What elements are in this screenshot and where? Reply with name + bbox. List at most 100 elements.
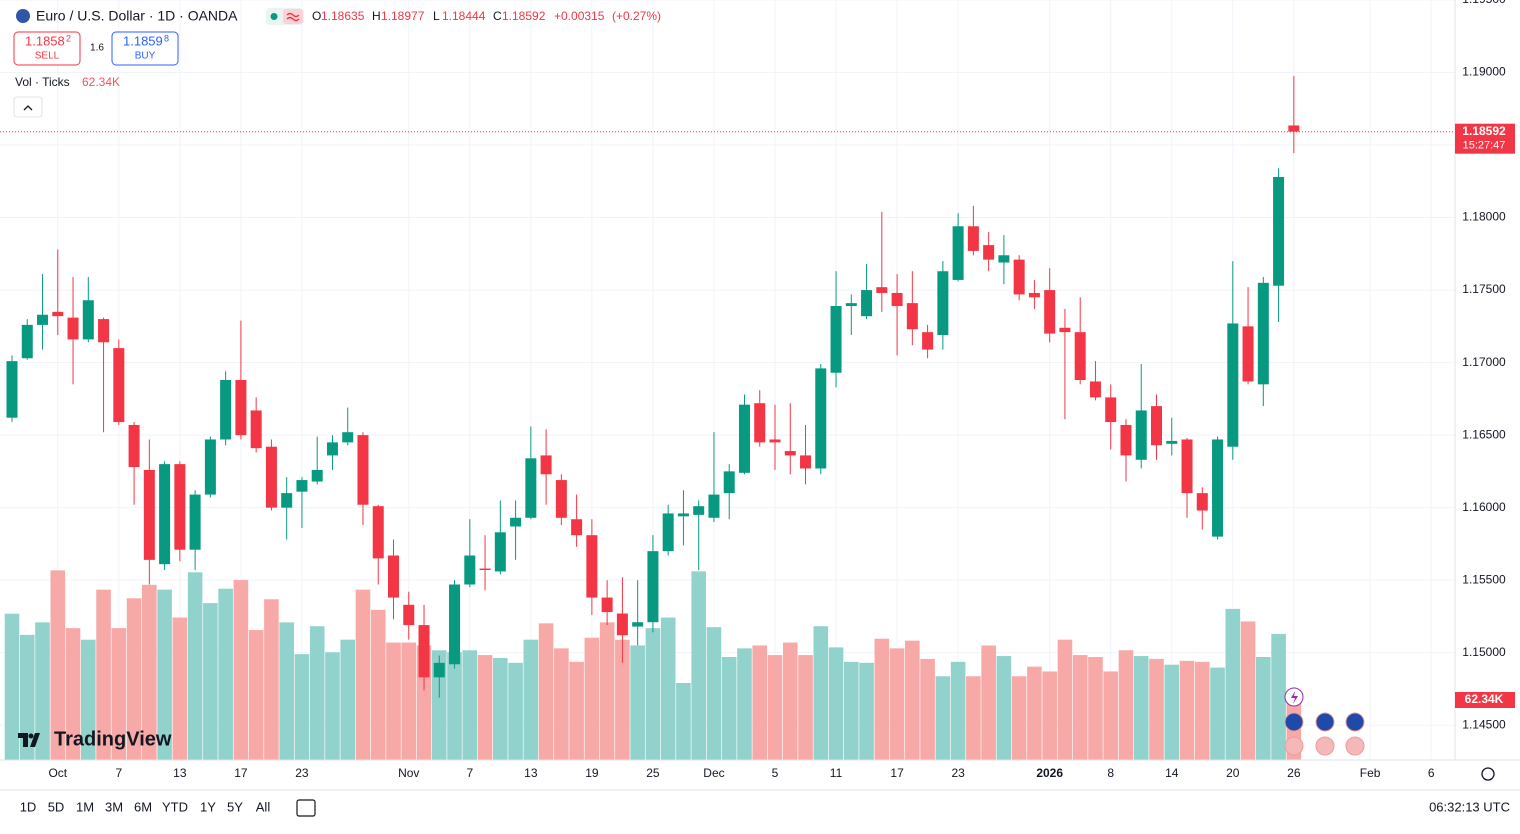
x-tick-label: Dec bbox=[703, 766, 724, 780]
volume-bar bbox=[157, 589, 172, 760]
event-icon[interactable] bbox=[1345, 736, 1365, 756]
range-button[interactable]: All bbox=[256, 799, 271, 814]
candle-body bbox=[128, 424, 140, 468]
candles bbox=[0, 75, 1455, 698]
candle-body bbox=[174, 464, 186, 550]
candle-body bbox=[204, 439, 216, 495]
range-button[interactable]: 1M bbox=[76, 799, 94, 814]
candle-body bbox=[510, 517, 522, 527]
logo-text: TradingView bbox=[54, 728, 172, 750]
x-tick-label: 20 bbox=[1226, 766, 1240, 780]
volume-bar bbox=[401, 642, 417, 760]
range-button[interactable]: YTD bbox=[162, 799, 188, 814]
candle-body bbox=[342, 432, 354, 443]
x-tick-label: 23 bbox=[951, 766, 965, 780]
x-tick-label: 25 bbox=[646, 766, 660, 780]
volume-bar bbox=[172, 617, 188, 760]
volume-bar bbox=[676, 683, 691, 760]
volume-title: Vol · Ticks bbox=[15, 75, 70, 89]
event-icon[interactable] bbox=[1284, 712, 1304, 732]
candle-body bbox=[967, 226, 979, 251]
range-button[interactable]: 3M bbox=[105, 799, 123, 814]
event-icon[interactable] bbox=[1315, 736, 1335, 756]
y-tick-label: 1.16500 bbox=[1462, 427, 1506, 441]
change-value: +0.00315 bbox=[554, 9, 605, 23]
candle-body bbox=[1074, 332, 1086, 380]
volume-bar bbox=[370, 609, 386, 760]
candle-body bbox=[769, 439, 781, 443]
ohlc-key: L bbox=[433, 9, 440, 23]
volume-bar bbox=[874, 638, 890, 760]
event-icon[interactable] bbox=[1345, 712, 1365, 732]
candle-body bbox=[494, 532, 506, 572]
volume-bar bbox=[645, 628, 661, 760]
sell-price: 1.1858 bbox=[25, 33, 65, 48]
volume-bar bbox=[584, 637, 600, 760]
buy-pip: 8 bbox=[164, 33, 169, 43]
candle-body bbox=[693, 506, 705, 515]
sell-button[interactable] bbox=[13, 31, 81, 66]
event-icon[interactable] bbox=[1284, 736, 1304, 756]
candle-body bbox=[265, 446, 277, 508]
ohlc-legend: O 1.18635 H 1.18977 L 1.18444 C 1.18592 +0.00315… bbox=[312, 9, 661, 23]
volume-bar bbox=[950, 661, 966, 760]
x-tick-label: 19 bbox=[585, 766, 599, 780]
candle-body bbox=[1288, 125, 1300, 132]
candle-body bbox=[1044, 290, 1056, 334]
range-button[interactable]: 1D bbox=[20, 799, 37, 814]
volume-bar bbox=[1164, 664, 1180, 760]
collapse-button[interactable] bbox=[13, 96, 43, 118]
settings-icon[interactable] bbox=[1481, 767, 1495, 781]
candle-body bbox=[220, 380, 232, 440]
candle-body bbox=[1059, 327, 1071, 333]
volume-bar bbox=[493, 657, 508, 760]
volume-bar bbox=[187, 572, 203, 760]
candle-body bbox=[1013, 259, 1025, 295]
candle-body bbox=[357, 435, 369, 505]
range-button[interactable]: 5D bbox=[48, 799, 65, 814]
buy-price: 1.1859 bbox=[123, 33, 163, 48]
candle-body bbox=[754, 403, 766, 443]
spread: 1.6 bbox=[90, 43, 104, 54]
volume-bar bbox=[660, 617, 676, 760]
y-tick-label: 1.14500 bbox=[1462, 717, 1506, 731]
volume-bar bbox=[19, 634, 35, 760]
x-tick-label: 7 bbox=[466, 766, 473, 780]
volume-bar bbox=[1057, 639, 1073, 760]
range-button[interactable]: 5Y bbox=[227, 799, 243, 814]
volume-bar bbox=[554, 648, 569, 760]
candle-body bbox=[800, 455, 812, 469]
y-tick-label: 1.19000 bbox=[1462, 65, 1506, 79]
ohlc-value: 1.18444 bbox=[442, 9, 486, 23]
candle-body bbox=[1227, 323, 1239, 447]
volume-bar bbox=[1271, 633, 1286, 760]
price-countdown: 15:27:47 bbox=[1463, 140, 1506, 152]
volume-badge-value: 62.34K bbox=[1465, 692, 1504, 706]
volume-bar bbox=[203, 603, 218, 760]
candle-body bbox=[906, 303, 918, 330]
candle-body bbox=[662, 513, 674, 552]
candle-body bbox=[784, 451, 796, 456]
event-icon[interactable] bbox=[1315, 712, 1335, 732]
range-button[interactable]: 6M bbox=[134, 799, 152, 814]
range-button[interactable]: 1Y bbox=[200, 799, 216, 814]
volume-bar bbox=[126, 598, 142, 760]
toolbar: 1D 5D 1M 3M 6M YTD 1Y 5Y All 06:32:13 UTC bbox=[20, 799, 1510, 814]
volume-bar bbox=[1210, 667, 1225, 760]
volume-bar bbox=[1011, 676, 1027, 760]
candle-body bbox=[67, 317, 79, 340]
volume-bar bbox=[508, 662, 523, 760]
candle-body bbox=[708, 494, 720, 518]
volume-bar bbox=[111, 628, 127, 760]
date-range-icon[interactable] bbox=[296, 799, 316, 817]
buy-button[interactable] bbox=[111, 31, 179, 66]
y-tick-label: 1.17000 bbox=[1462, 355, 1506, 369]
sell-pip: 2 bbox=[66, 33, 71, 43]
candle-body bbox=[418, 625, 430, 678]
x-tick-label: 14 bbox=[1165, 766, 1179, 780]
volume-bar bbox=[1179, 660, 1195, 760]
volume-bar bbox=[340, 639, 356, 760]
volume-bar bbox=[50, 570, 66, 760]
candle-body bbox=[326, 442, 338, 456]
y-tick-label: 1.19500 bbox=[1462, 0, 1506, 6]
